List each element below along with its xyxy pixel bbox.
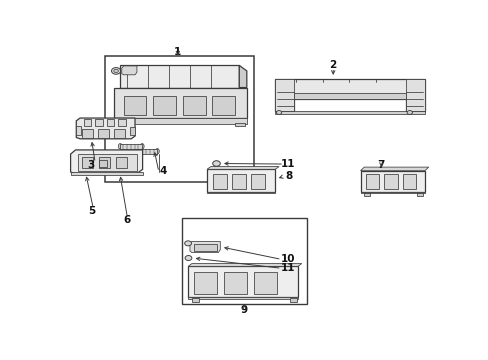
Bar bbox=[104, 56, 254, 182]
Bar bbox=[106, 120, 114, 126]
Circle shape bbox=[111, 68, 121, 74]
Polygon shape bbox=[275, 79, 424, 111]
Bar bbox=[235, 123, 244, 126]
Polygon shape bbox=[206, 169, 275, 192]
Bar bbox=[98, 129, 109, 138]
Bar bbox=[212, 174, 226, 189]
Bar bbox=[366, 174, 379, 189]
Bar bbox=[78, 154, 137, 171]
Bar bbox=[118, 120, 125, 126]
Text: 9: 9 bbox=[240, 305, 247, 315]
Text: 2: 2 bbox=[329, 60, 336, 70]
Bar bbox=[76, 126, 81, 135]
Bar bbox=[193, 244, 216, 251]
Bar bbox=[114, 129, 125, 138]
Polygon shape bbox=[360, 171, 424, 192]
Ellipse shape bbox=[155, 149, 159, 154]
Bar bbox=[405, 79, 424, 111]
Ellipse shape bbox=[140, 144, 144, 149]
Text: 6: 6 bbox=[123, 215, 131, 225]
Bar bbox=[95, 120, 102, 126]
Bar bbox=[212, 96, 235, 115]
Bar bbox=[123, 96, 146, 115]
Circle shape bbox=[212, 161, 220, 166]
Text: 8: 8 bbox=[285, 171, 291, 181]
Polygon shape bbox=[114, 87, 246, 118]
Bar bbox=[275, 79, 294, 111]
Bar bbox=[224, 272, 246, 294]
Text: 5: 5 bbox=[88, 206, 96, 216]
Bar bbox=[402, 174, 415, 189]
Text: 11: 11 bbox=[281, 159, 295, 169]
Text: 1: 1 bbox=[174, 47, 181, 57]
Bar bbox=[231, 174, 245, 189]
Polygon shape bbox=[122, 66, 137, 75]
Bar bbox=[254, 272, 277, 294]
Polygon shape bbox=[188, 297, 297, 299]
Bar bbox=[99, 161, 107, 167]
Bar bbox=[82, 157, 93, 168]
Polygon shape bbox=[360, 167, 428, 171]
Ellipse shape bbox=[118, 144, 122, 149]
Bar bbox=[135, 149, 157, 154]
Bar bbox=[153, 96, 176, 115]
Polygon shape bbox=[239, 66, 246, 87]
Circle shape bbox=[184, 256, 191, 261]
Bar bbox=[191, 298, 198, 302]
Polygon shape bbox=[360, 192, 424, 193]
Bar bbox=[183, 96, 205, 115]
Circle shape bbox=[407, 111, 411, 114]
Polygon shape bbox=[70, 172, 142, 175]
Polygon shape bbox=[188, 266, 297, 297]
Bar bbox=[116, 157, 127, 168]
Text: 10: 10 bbox=[281, 255, 295, 264]
Polygon shape bbox=[114, 118, 246, 123]
Bar bbox=[82, 129, 93, 138]
Bar bbox=[181, 219, 306, 304]
Polygon shape bbox=[76, 118, 135, 139]
Bar bbox=[364, 193, 369, 195]
Circle shape bbox=[114, 69, 118, 73]
Bar bbox=[99, 157, 110, 168]
Bar bbox=[290, 298, 297, 302]
Bar bbox=[120, 144, 142, 149]
Text: 4: 4 bbox=[160, 166, 167, 176]
Circle shape bbox=[184, 241, 191, 246]
Polygon shape bbox=[189, 242, 220, 252]
Circle shape bbox=[276, 111, 281, 114]
Bar bbox=[250, 174, 264, 189]
Ellipse shape bbox=[133, 149, 137, 154]
Bar bbox=[130, 127, 135, 135]
Bar bbox=[120, 123, 129, 126]
Text: 11: 11 bbox=[281, 263, 295, 273]
Polygon shape bbox=[120, 66, 239, 87]
Text: 7: 7 bbox=[377, 159, 384, 170]
Polygon shape bbox=[70, 150, 142, 174]
Bar bbox=[84, 120, 91, 126]
Polygon shape bbox=[294, 93, 405, 99]
Polygon shape bbox=[206, 167, 279, 169]
Polygon shape bbox=[275, 111, 424, 114]
Bar bbox=[384, 174, 397, 189]
Bar bbox=[193, 272, 216, 294]
Text: 3: 3 bbox=[87, 160, 94, 170]
Polygon shape bbox=[188, 264, 301, 266]
Bar bbox=[416, 193, 422, 195]
Polygon shape bbox=[206, 192, 275, 193]
